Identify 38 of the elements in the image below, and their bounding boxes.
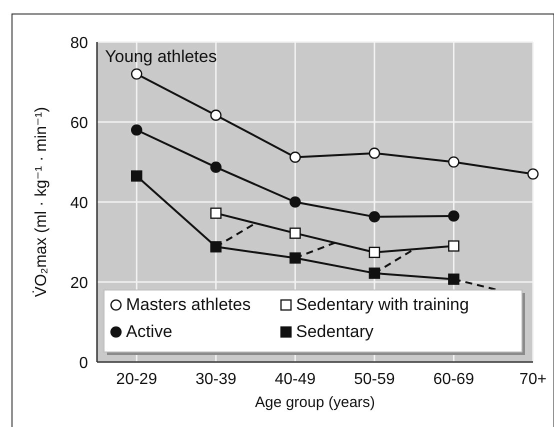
point xyxy=(290,196,301,208)
point xyxy=(527,168,539,180)
x-axis-title: Age group (years) xyxy=(254,394,376,411)
legend-label: Sedentary with training xyxy=(296,295,469,314)
point xyxy=(448,240,460,252)
point xyxy=(368,211,380,222)
y-tick-label: 80 xyxy=(70,35,88,52)
legend-label: Sedentary xyxy=(296,322,374,341)
legend-label: Active xyxy=(126,322,172,341)
x-tick-label: 60-69 xyxy=(433,371,474,388)
point xyxy=(368,268,380,279)
point xyxy=(130,124,142,136)
y-tick-label: 20 xyxy=(70,275,88,292)
x-tick-label: 20-29 xyxy=(116,371,158,388)
point xyxy=(210,110,222,121)
x-tick-label: 50-59 xyxy=(354,371,396,388)
point xyxy=(210,162,222,173)
point xyxy=(210,208,222,219)
point xyxy=(130,170,142,182)
point xyxy=(130,68,142,80)
legend-label: Masters athletes xyxy=(126,295,251,314)
y-axis-title: V̇O₂max (ml · kg⁻¹ · min⁻¹) xyxy=(32,106,50,298)
point xyxy=(210,241,222,252)
x-tick-label: 30-39 xyxy=(195,371,236,388)
point xyxy=(448,274,460,285)
point xyxy=(448,210,460,222)
point xyxy=(448,156,460,168)
point xyxy=(368,148,380,159)
x-tick-label: 40-49 xyxy=(274,371,316,388)
point xyxy=(290,252,301,264)
point xyxy=(290,152,301,163)
y-tick-label: 0 xyxy=(79,355,88,372)
y-tick-label: 40 xyxy=(70,195,88,212)
point xyxy=(368,246,380,258)
x-tick-label: 70+ xyxy=(519,371,547,388)
annotation: Young athletes xyxy=(105,47,217,66)
point xyxy=(290,228,301,239)
y-tick-label: 60 xyxy=(70,115,88,132)
